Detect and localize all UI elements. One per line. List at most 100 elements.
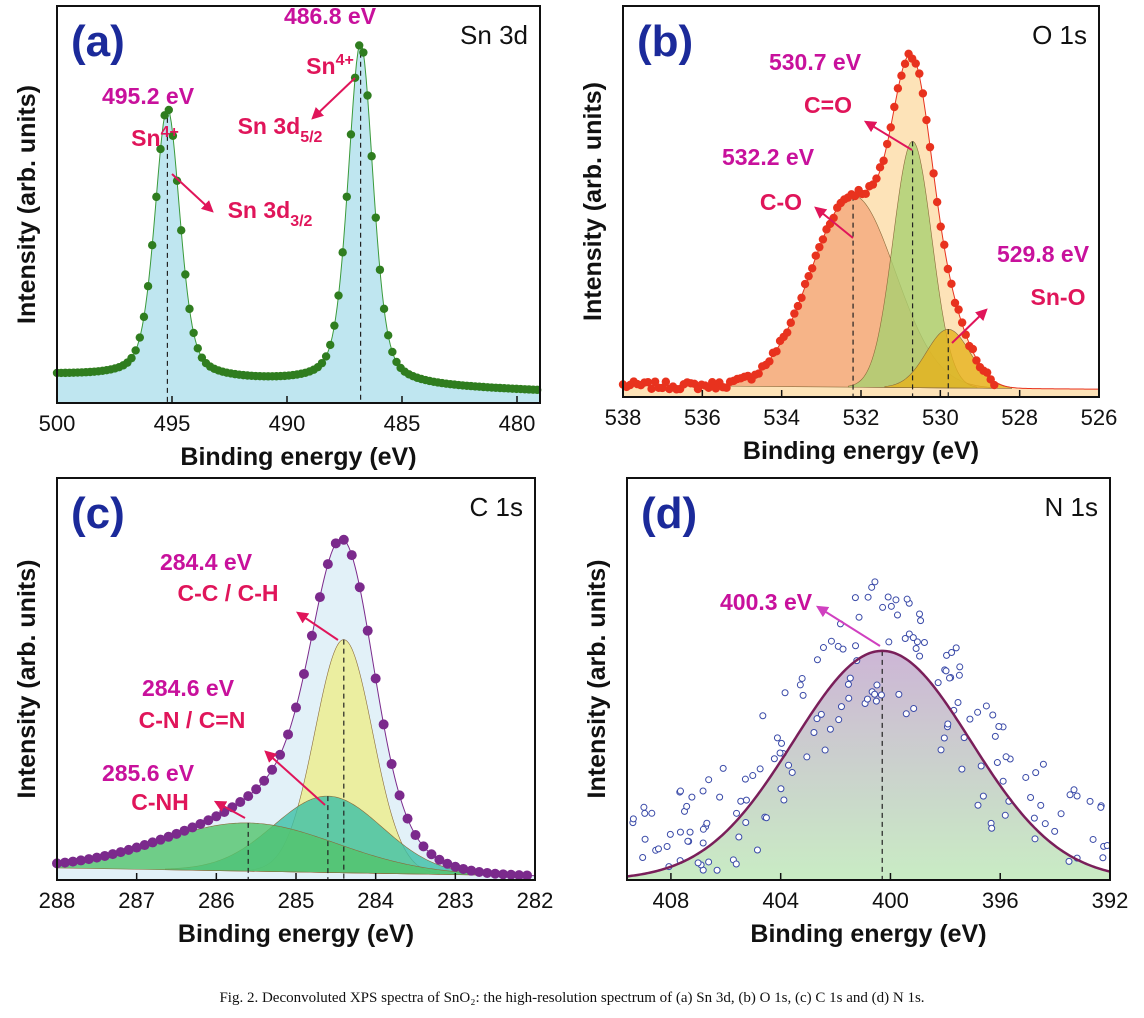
data-point bbox=[916, 652, 924, 660]
assignment-label: C=O bbox=[804, 92, 852, 118]
annotation-arrow bbox=[814, 206, 854, 239]
data-point bbox=[75, 855, 86, 866]
data-point bbox=[643, 378, 653, 387]
data-point bbox=[283, 729, 294, 740]
data-point bbox=[1066, 791, 1074, 799]
data-point bbox=[1065, 857, 1073, 865]
data-point bbox=[168, 131, 178, 140]
data-point bbox=[135, 333, 144, 342]
data-point bbox=[418, 841, 429, 852]
data-point bbox=[147, 837, 158, 848]
data-point bbox=[1031, 835, 1039, 843]
data-point bbox=[979, 792, 987, 800]
data-point bbox=[910, 705, 918, 713]
data-point bbox=[1070, 786, 1078, 794]
data-point bbox=[827, 637, 835, 645]
energy-label: 285.6 eV bbox=[102, 760, 195, 786]
data-point bbox=[641, 809, 649, 817]
data-point bbox=[875, 163, 885, 172]
data-point bbox=[663, 843, 671, 851]
data-point bbox=[781, 689, 789, 697]
data-point bbox=[879, 156, 888, 165]
data-point bbox=[716, 793, 724, 801]
data-point bbox=[735, 833, 743, 841]
panel-title: N 1s bbox=[1045, 492, 1098, 522]
data-point bbox=[868, 583, 876, 591]
data-point bbox=[934, 679, 942, 687]
panel-letter: (c) bbox=[71, 489, 125, 538]
data-point bbox=[872, 697, 880, 705]
data-point bbox=[661, 377, 671, 386]
panel-letter: (b) bbox=[637, 17, 693, 66]
data-point bbox=[346, 130, 356, 139]
data-point bbox=[886, 123, 895, 132]
data-point bbox=[954, 305, 963, 314]
data-point bbox=[811, 251, 820, 260]
data-point bbox=[855, 613, 863, 621]
data-point bbox=[793, 301, 803, 311]
data-point bbox=[902, 710, 910, 718]
data-point bbox=[1030, 814, 1038, 822]
data-point bbox=[1057, 810, 1065, 818]
data-point bbox=[846, 674, 854, 682]
data-point bbox=[694, 859, 702, 867]
data-point bbox=[852, 642, 860, 650]
x-tick-label: 284 bbox=[357, 888, 394, 913]
data-point bbox=[99, 850, 110, 861]
annotation-arrow bbox=[213, 800, 246, 819]
data-point bbox=[666, 830, 674, 838]
x-tick-label: 287 bbox=[118, 888, 155, 913]
data-point bbox=[490, 868, 501, 879]
data-point bbox=[956, 663, 964, 671]
data-point bbox=[59, 857, 70, 868]
data-point bbox=[705, 776, 713, 784]
data-point bbox=[839, 645, 847, 653]
y-axis-title: Intensity (arb. units) bbox=[13, 85, 41, 324]
x-tick-label: 530 bbox=[922, 405, 959, 430]
data-point bbox=[363, 91, 372, 100]
data-point bbox=[291, 702, 301, 713]
data-point bbox=[640, 803, 648, 811]
data-point bbox=[845, 694, 853, 702]
annotation-arrow bbox=[311, 77, 356, 120]
data-point bbox=[181, 270, 190, 279]
data-point bbox=[754, 369, 763, 378]
x-tick-label: 490 bbox=[269, 411, 306, 436]
data-point bbox=[966, 715, 974, 723]
data-point bbox=[1041, 820, 1049, 828]
data-point bbox=[1027, 793, 1035, 801]
x-tick-label: 538 bbox=[605, 405, 642, 430]
annotations: 486.8 eV Sn4+ Sn 3d5/2 495.2 eV Sn4+ Sn 3d3/2… bbox=[102, 3, 1090, 819]
data-point bbox=[960, 734, 968, 742]
data-point bbox=[155, 834, 166, 845]
data-point bbox=[123, 844, 134, 855]
x-axis-title: Binding energy (eV) bbox=[750, 920, 986, 948]
data-point bbox=[974, 708, 982, 716]
data-point bbox=[762, 814, 770, 822]
x-tick-label: 288 bbox=[39, 888, 76, 913]
data-point bbox=[742, 819, 750, 827]
data-point bbox=[977, 762, 985, 770]
data-point bbox=[920, 638, 928, 646]
x-tick-label: 408 bbox=[653, 888, 690, 913]
data-point bbox=[688, 793, 696, 801]
data-point bbox=[917, 617, 925, 625]
panel-letter: (a) bbox=[71, 17, 125, 66]
x-tick-label: 400 bbox=[872, 888, 909, 913]
data-point bbox=[940, 734, 948, 742]
data-point bbox=[699, 825, 707, 833]
data-point bbox=[139, 840, 150, 851]
data-point bbox=[195, 818, 206, 829]
assignment-label: Sn-O bbox=[1031, 284, 1086, 310]
data-point bbox=[676, 828, 684, 836]
data-point bbox=[788, 768, 796, 776]
data-point bbox=[882, 139, 892, 149]
data-point bbox=[317, 358, 327, 368]
x-tick-label: 392 bbox=[1092, 888, 1129, 913]
data-point bbox=[326, 340, 335, 350]
data-point bbox=[131, 842, 142, 853]
data-point bbox=[815, 242, 824, 252]
data-point bbox=[686, 828, 694, 836]
data-point bbox=[943, 264, 953, 274]
assignment-label: Sn 3d3/2 bbox=[228, 197, 313, 230]
